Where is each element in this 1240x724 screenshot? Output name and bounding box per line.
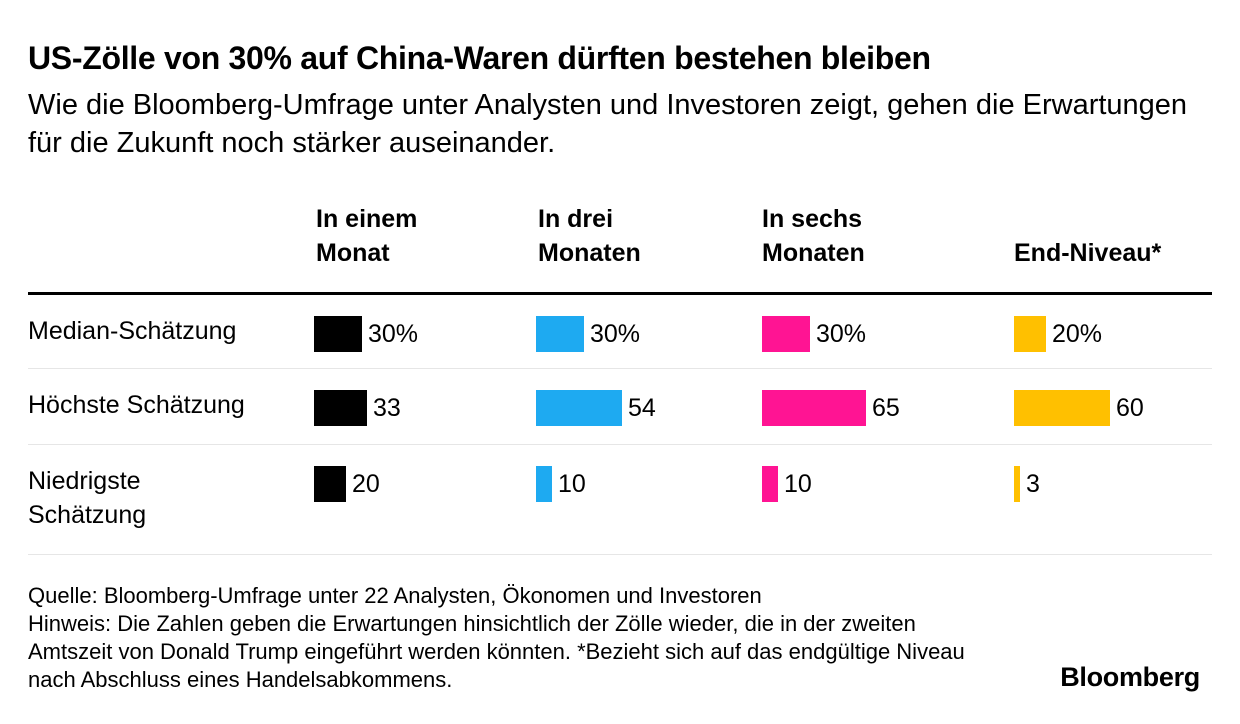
bar-6-months-row-2 — [762, 390, 866, 426]
bar-end-level-row-1 — [1014, 316, 1046, 352]
column-header-line: Monaten — [538, 239, 641, 267]
chart-title: US-Zölle von 30% auf China-Waren dürften… — [28, 40, 931, 76]
row-label-median: Median-Schätzung — [28, 317, 237, 345]
row-label-line: Schätzung — [28, 501, 147, 529]
value-label-3-months-row-1: 30% — [590, 320, 641, 348]
bar-end-level-row-2 — [1014, 390, 1110, 426]
source-note: Quelle: Bloomberg-Umfrage unter 22 Analy… — [28, 583, 762, 608]
column-header-line: In sechs — [762, 205, 863, 233]
column-header-line: In einem — [316, 205, 418, 233]
row-label-highest: Höchste Schätzung — [28, 391, 245, 419]
column-header-3-months: In drei Monaten — [538, 202, 641, 270]
explanatory-note: Hinweis: Die Zahlen geben die Erwartunge… — [28, 611, 965, 692]
bar-6-months-row-3 — [762, 466, 778, 502]
bar-1-month-row-3 — [314, 466, 346, 502]
column-header-line: In drei — [538, 205, 614, 233]
column-header-6-months: In sechs Monaten — [762, 202, 865, 270]
row-label-lowest: Niedrigste Schätzung — [28, 464, 146, 532]
header-rule — [28, 292, 1212, 295]
value-label-1-month-row-3: 20 — [352, 470, 380, 498]
footnotes: Quelle: Bloomberg-Umfrage unter 22 Analy… — [28, 582, 988, 694]
chart-subtitle: Wie die Bloomberg-Umfrage unter Analyste… — [28, 89, 1188, 159]
bar-6-months-row-1 — [762, 316, 810, 352]
value-label-6-months-row-2: 65 — [872, 394, 900, 422]
row-label-line: Niedrigste — [28, 467, 141, 495]
column-header-line: End-Niveau* — [1014, 239, 1162, 267]
value-label-1-month-row-2: 33 — [373, 394, 401, 422]
bar-3-months-row-2 — [536, 390, 622, 426]
row-divider — [28, 368, 1212, 369]
bar-3-months-row-1 — [536, 316, 584, 352]
column-header-line: Monat — [316, 239, 390, 267]
bloomberg-logo: Bloomberg — [1060, 662, 1200, 692]
column-header-line: Monaten — [762, 239, 865, 267]
value-label-end-level-row-3: 3 — [1026, 470, 1040, 498]
value-label-3-months-row-3: 10 — [558, 470, 586, 498]
value-label-end-level-row-1: 20% — [1052, 320, 1103, 348]
bar-end-level-row-3 — [1014, 466, 1020, 502]
row-divider — [28, 444, 1212, 445]
bar-1-month-row-2 — [314, 390, 367, 426]
column-header-end-level: End-Niveau* — [1014, 236, 1161, 270]
bar-1-month-row-1 — [314, 316, 362, 352]
value-label-6-months-row-3: 10 — [784, 470, 812, 498]
row-divider — [28, 554, 1212, 555]
value-label-end-level-row-2: 60 — [1116, 394, 1144, 422]
column-header-1-month: In einem Monat — [316, 202, 417, 270]
value-label-1-month-row-1: 30% — [368, 320, 419, 348]
bar-3-months-row-3 — [536, 466, 552, 502]
value-label-3-months-row-2: 54 — [628, 394, 656, 422]
value-label-6-months-row-1: 30% — [816, 320, 867, 348]
